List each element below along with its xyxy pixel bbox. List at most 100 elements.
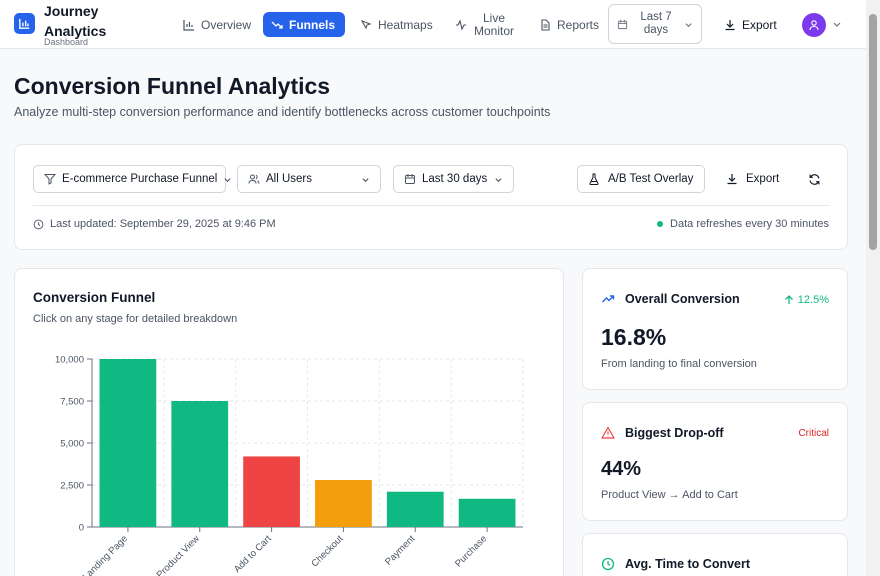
export-button[interactable]: Export <box>718 165 787 193</box>
nav-overview-label: Overview <box>201 17 252 32</box>
page-subtitle: Analyze multi-step conversion performanc… <box>14 105 551 119</box>
segment-select-value: All Users <box>266 173 313 185</box>
x-tick-label: Purchase <box>453 533 489 569</box>
metric-change-value: 12.5% <box>797 294 829 306</box>
nav-funnels[interactable]: Funnels <box>263 12 345 37</box>
funnel-bar[interactable] <box>458 498 516 527</box>
chevron-down-icon[interactable] <box>832 19 842 29</box>
x-tick-label: Landing Page <box>81 533 130 576</box>
ab-test-label: A/B Test Overlay <box>608 173 694 185</box>
nav-overview[interactable]: Overview <box>175 12 259 37</box>
nav-live-monitor-label: Live Monitor <box>473 11 514 38</box>
y-tick-label: 2,500 <box>60 481 84 492</box>
scrollbar-thumb[interactable] <box>869 14 877 250</box>
activity-icon <box>456 19 466 31</box>
clock-icon <box>33 219 44 229</box>
avatar[interactable] <box>802 13 826 37</box>
trend-up-icon <box>602 295 615 303</box>
chevron-down-icon <box>685 22 692 27</box>
critical-badge: Critical <box>798 428 829 439</box>
metric-change-badge: 12.5% <box>784 294 829 306</box>
export-label: Export <box>746 173 780 185</box>
x-tick-label: Add to Cart <box>232 533 274 575</box>
nav-heatmaps-label: Heatmaps <box>378 17 433 32</box>
logo-icon[interactable] <box>14 13 35 34</box>
period-select[interactable]: Last 30 days <box>393 165 514 193</box>
arrow-up-icon <box>784 295 793 304</box>
funnel-bar[interactable] <box>386 491 444 527</box>
chevron-down-icon <box>362 177 369 182</box>
flask-icon <box>589 173 599 185</box>
brand-name: Journey Analytics <box>44 3 107 39</box>
funnel-bar-chart[interactable]: 0 2,500 5,000 7,500 10,000 Landing Page Produc… <box>15 269 565 576</box>
clock-icon <box>601 557 615 571</box>
nav-heatmaps[interactable]: Heatmaps <box>352 12 441 37</box>
metric-header: Overall Conversion <box>601 292 740 306</box>
funnel-select-value: E-commerce Purchase Funnel <box>62 173 218 185</box>
funnel-bar[interactable] <box>99 359 157 527</box>
calendar-icon <box>405 174 415 184</box>
funnel-bar[interactable] <box>171 401 229 527</box>
top-navbar: Journey Analytics Dashboard Overview Fun… <box>0 0 866 49</box>
download-icon <box>727 174 737 185</box>
metric-card-avg-time-to-convert[interactable]: Avg. Time to Convert <box>582 533 848 576</box>
period-select-value: Last 30 days <box>422 173 488 185</box>
chevron-down-icon <box>224 177 231 182</box>
funnel-bar[interactable] <box>315 479 372 527</box>
nav-reports-label: Reports <box>557 17 600 32</box>
funnel-bar[interactable] <box>243 456 300 527</box>
nav-funnels-label: Funnels <box>289 17 336 32</box>
y-tick-label: 10,000 <box>55 355 84 366</box>
filter-panel: E-commerce Purchase Funnel All Users Las… <box>14 144 848 250</box>
users-icon <box>248 174 260 184</box>
metric-card-overall-conversion[interactable]: Overall Conversion 12.5% 16.8% From land… <box>582 268 848 390</box>
y-tick-label: 5,000 <box>60 439 84 450</box>
funnel-chart-card: Conversion Funnel Click on any stage for… <box>14 268 564 576</box>
metric-value: 16.8% <box>601 324 667 350</box>
warning-icon <box>601 426 615 439</box>
chevron-down-icon <box>495 177 502 182</box>
metric-value: 44% <box>601 458 642 480</box>
metric-header: Avg. Time to Convert <box>601 557 750 571</box>
metric-header: Biggest Drop-off <box>601 426 724 440</box>
filter-icon <box>44 174 56 185</box>
metric-card-biggest-dropoff[interactable]: Biggest Drop-off Critical 44% Product Vi… <box>582 402 848 521</box>
x-tick-label: Product View <box>155 533 202 576</box>
funnel-select[interactable]: E-commerce Purchase Funnel <box>33 165 231 193</box>
chart-subtitle: Click on any stage for detailed breakdow… <box>33 313 238 325</box>
user-icon <box>809 20 819 31</box>
last-updated-text: Last updated: September 29, 2025 at 9:46… <box>50 218 276 230</box>
metric-title: Biggest Drop-off <box>625 426 724 440</box>
x-tick-label: Payment <box>383 533 418 568</box>
trend-down-icon <box>271 21 283 29</box>
y-tick-label: 0 <box>79 523 84 534</box>
export-button-top[interactable]: Export <box>716 12 785 37</box>
metric-description: Product View → Add to Cart <box>601 489 738 501</box>
y-tick-label: 7,500 <box>60 397 84 408</box>
last-updated: Last updated: September 29, 2025 at 9:46… <box>33 218 276 230</box>
calendar-icon <box>617 19 628 29</box>
metric-title: Avg. Time to Convert <box>625 557 751 571</box>
document-icon <box>541 18 550 31</box>
ab-test-overlay-button[interactable]: A/B Test Overlay <box>577 165 705 193</box>
status-dot <box>657 221 664 227</box>
refresh-status: Data refreshes every 30 minutes <box>657 218 829 230</box>
x-tick-label: Checkout <box>309 533 345 569</box>
filter-divider <box>33 205 830 206</box>
nav-reports[interactable]: Reports <box>531 12 607 37</box>
metric-title: Overall Conversion <box>625 292 740 306</box>
cursor-icon <box>360 19 372 29</box>
bar-chart-icon <box>183 19 194 31</box>
nav-live-monitor[interactable]: Live Monitor <box>447 10 523 40</box>
metric-description: From landing to final conversion <box>601 358 757 370</box>
date-range-value: Last 7 days <box>640 11 672 36</box>
refresh-status-text: Data refreshes every 30 minutes <box>670 218 829 230</box>
download-icon <box>725 19 735 30</box>
date-range-select[interactable]: Last 7 days <box>608 4 702 44</box>
segment-select[interactable]: All Users <box>237 165 381 193</box>
chart-title: Conversion Funnel <box>33 290 156 305</box>
brand-subtitle: Dashboard <box>44 37 89 47</box>
export-label-top: Export <box>742 17 777 32</box>
refresh-icon <box>809 173 820 185</box>
refresh-button[interactable] <box>800 165 829 193</box>
